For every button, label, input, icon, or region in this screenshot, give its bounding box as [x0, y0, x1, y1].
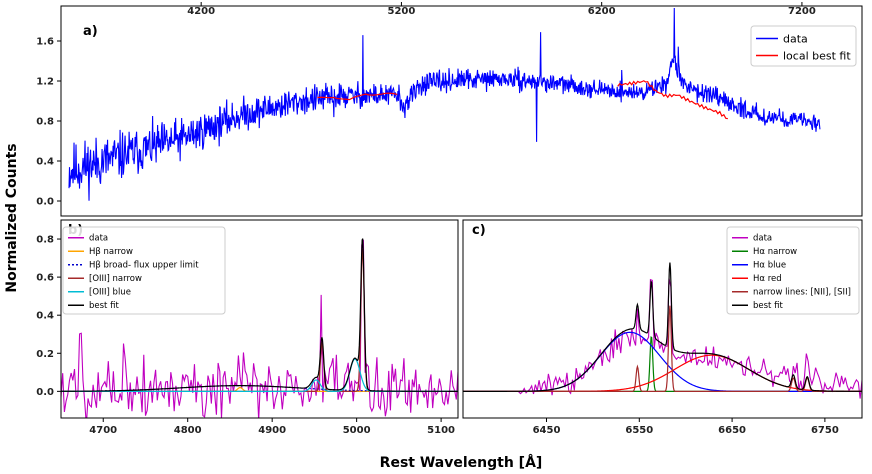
- panel-a-frame: [60, 5, 863, 217]
- panel-a-ytick-label: 0.4: [36, 157, 54, 168]
- legend-entry-label: best fit: [89, 301, 119, 311]
- legend-entry-label: local best fit: [783, 49, 851, 62]
- legend-entry-label: data: [753, 234, 772, 244]
- panel-c-xtick-label: 6650: [718, 425, 746, 436]
- panel-a-label: a): [83, 24, 98, 39]
- x-axis-title: Rest Wavelength [Å]: [380, 454, 543, 471]
- legend-entry-label: data: [783, 32, 808, 45]
- legend-entry-label: narrow lines: [NII], [SII]: [753, 288, 851, 298]
- panel-c-label: c): [472, 223, 486, 238]
- legend-entry-label: Hα narrow: [753, 247, 797, 257]
- panel-a-xtick-label: 4200: [187, 6, 215, 17]
- panel-b-hbeta-oiii: 470048004900500051000.00.20.40.60.8b)dat…: [36, 219, 459, 436]
- panel-c-frame: [462, 219, 863, 419]
- panel-c-series-h-blue: [463, 331, 862, 392]
- panel-c-series-data: [518, 278, 862, 399]
- panel-c-legend: data Hα narrow Hα blue Hα red narrow lines: …: [726, 226, 860, 315]
- panel-b-series-data: [61, 239, 458, 418]
- panel-c-halpha: 6450 6550 6650 6750 c) data Hα narrow Hα blue Hα…: [462, 219, 863, 436]
- panel-b-legend: data Hβ narrow Hβ broad- flux upper limit […: [62, 226, 226, 315]
- panel-b-ytick-label: 0.6: [36, 273, 54, 284]
- y-axis-title: Normalized Counts: [4, 143, 20, 292]
- legend-entry-label: Hα red: [753, 274, 782, 284]
- panel-a-xtick-label: 7200: [788, 6, 816, 17]
- panel-c-xtick-label: 6550: [625, 425, 653, 436]
- legend-entry-label: best fit: [753, 301, 783, 311]
- panel-b-xtick-label: 5100: [427, 425, 455, 436]
- panel-b-ytick-label: 0.0: [36, 387, 54, 398]
- panel-b-frame: [60, 219, 459, 419]
- legend-entry-label: Hβ broad- flux upper limit: [89, 261, 199, 271]
- panel-a-series-local-best-fit: [317, 92, 398, 101]
- panel-c-xtick-label: 6450: [533, 425, 561, 436]
- panel-c-series-best-fit: [463, 262, 862, 392]
- panel-b-xtick-label: 5000: [343, 425, 371, 436]
- legend-entry-label: Hβ narrow: [89, 247, 133, 257]
- panel-a-series-data: [68, 7, 821, 201]
- panel-b-xtick-label: 4900: [258, 425, 286, 436]
- panel-a-full-spectrum: 4200 5200 6200 7200 0.0 0.4 0.8 1.2 1.6 a) data loc…: [36, 2, 863, 217]
- legend-entry-label: data: [89, 234, 108, 244]
- legend-entry-label: [OIII] narrow: [89, 274, 142, 284]
- panel-c-plot-area: [463, 262, 862, 399]
- panel-b-ytick-label: 0.8: [36, 235, 54, 246]
- legend-entry-label: Hα blue: [753, 261, 786, 271]
- panel-c-xtick-label: 6750: [811, 425, 839, 436]
- panel-b-xtick-label: 4800: [174, 425, 202, 436]
- panel-a-legend: data local best fit: [750, 25, 857, 67]
- panel-a-series-local-best-fit: [617, 80, 728, 120]
- panel-a-ytick-label: 0.8: [36, 117, 54, 128]
- panel-a-xtick-label: 6200: [588, 6, 616, 17]
- legend-entry-label: [OIII] blue: [89, 288, 131, 298]
- panel-b-xtick-label: 4700: [89, 425, 117, 436]
- panel-b-ytick-label: 0.2: [36, 349, 54, 360]
- panel-a-ytick-label: 0.0: [36, 197, 54, 208]
- panel-a-ytick-label: 1.2: [36, 77, 54, 88]
- panel-a-ytick-label: 1.6: [36, 37, 54, 48]
- panel-b-ytick-label: 0.4: [36, 311, 54, 322]
- panel-a-plot-area: [68, 7, 821, 201]
- panel-a-xtick-label: 5200: [388, 6, 416, 17]
- panel-b-plot-area: [61, 238, 458, 418]
- panel-b-series-best-fit: [61, 238, 458, 392]
